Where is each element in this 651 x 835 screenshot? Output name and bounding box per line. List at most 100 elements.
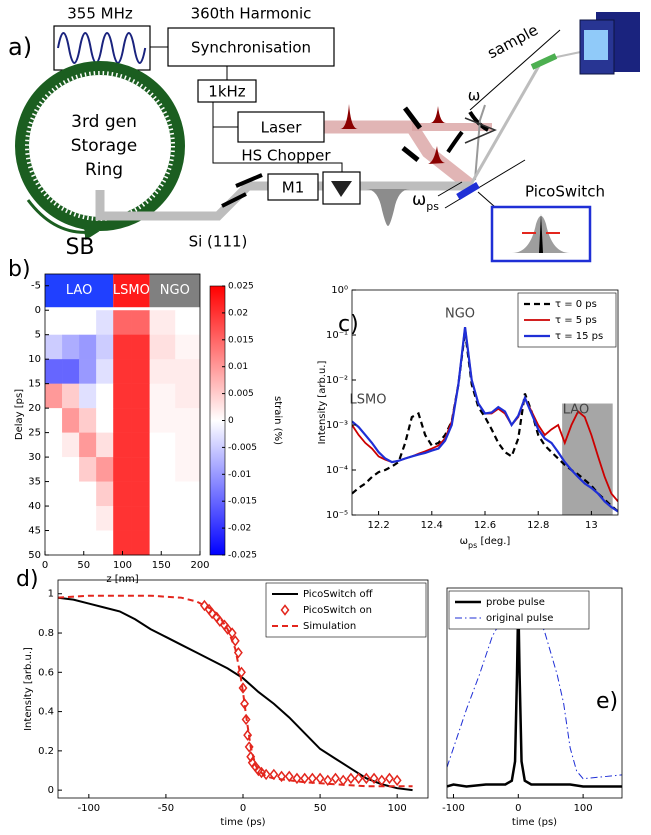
marker — [277, 770, 286, 783]
picoswitch-crystal — [456, 181, 480, 201]
y-tick-label: 30 — [28, 452, 41, 463]
laser-label: Laser — [261, 119, 303, 137]
y-tick-label: 10⁻⁵ — [326, 510, 348, 521]
angle-line — [437, 181, 463, 197]
oscillator-label: 355 MHz — [67, 5, 133, 23]
heatmap-cell — [113, 530, 132, 556]
y-tick-label: 50 — [28, 550, 41, 561]
panel-label: c) — [338, 312, 359, 337]
heatmap-cell — [45, 383, 63, 409]
y-tick-label: -5 — [31, 281, 41, 292]
mirror — [403, 106, 422, 130]
heatmap-cell — [149, 432, 176, 458]
x-tick-label: 50 — [77, 560, 90, 571]
heatmap-cell — [175, 432, 201, 458]
y-tick-label: 15 — [28, 379, 41, 390]
heatmap-cell — [62, 481, 80, 507]
heatmap-cell — [175, 457, 201, 482]
heatmap-cell — [79, 408, 97, 433]
plot-frame — [446, 587, 623, 799]
y-tick-label: 0.4 — [38, 707, 54, 718]
y-tick-label: 10 — [28, 354, 41, 365]
y-tick-label: 10⁻⁴ — [326, 465, 348, 476]
heatmap-cell — [79, 457, 97, 482]
connector — [212, 102, 343, 172]
marker — [385, 772, 394, 785]
heatmap-cell — [113, 408, 132, 433]
marker — [230, 635, 240, 647]
heatmap-cell — [149, 408, 176, 433]
heatmap-cell — [45, 530, 63, 556]
heatmap-cell — [113, 506, 132, 531]
marker — [244, 741, 254, 753]
x-tick-label: 13 — [585, 520, 598, 531]
layer-band — [113, 274, 150, 308]
ring-label: Storage — [71, 136, 138, 156]
heatmap-cell — [79, 359, 97, 384]
heatmap-cell — [149, 334, 176, 360]
probe-line — [474, 104, 486, 181]
heatmap-cell — [45, 481, 63, 507]
crystal-label: Si (111) — [189, 233, 248, 251]
setup-diagram: a) 355 MHz 360th Harmonic Synchronisatio… — [8, 5, 640, 263]
ring-ticks — [25, 71, 175, 221]
heatmap-cell — [79, 310, 97, 336]
marker — [354, 772, 364, 785]
marker — [392, 774, 402, 787]
heatmap-cell — [96, 334, 114, 360]
heatmap-cell — [96, 432, 114, 458]
mirror-label: M1 — [282, 179, 305, 197]
colorbar-tick-label: 0.02 — [228, 308, 248, 318]
heatmap-cell — [79, 383, 97, 409]
series-line — [58, 594, 413, 788]
ring-label: Ring — [85, 160, 123, 180]
marker — [257, 766, 266, 779]
heatmap-cell — [131, 506, 150, 531]
sample-label: sample — [484, 21, 541, 63]
heatmap-cell — [113, 359, 132, 384]
x-tick-label: 100 — [574, 803, 593, 814]
heatmap-cell — [175, 408, 201, 433]
annotation: NGO — [445, 307, 475, 322]
heatmap-cell — [175, 310, 201, 336]
legend-label: PicoSwitch off — [303, 589, 374, 600]
heatmap-cell — [113, 310, 132, 336]
heatmap-cell — [45, 506, 63, 531]
pulse-icon — [428, 146, 445, 164]
rep-rate-box — [197, 79, 257, 103]
y-tick-label: 20 — [28, 403, 41, 414]
mirror — [221, 192, 247, 208]
laser-box — [237, 111, 325, 143]
connector — [477, 191, 496, 208]
heatmap-cell — [96, 383, 114, 409]
series-line — [352, 331, 618, 513]
marker — [261, 768, 271, 781]
angle-line — [444, 159, 526, 209]
annotation: LAO — [563, 403, 589, 418]
legend-label: PicoSwitch on — [303, 605, 372, 616]
heatmap-cell — [62, 359, 80, 384]
sine-wave — [57, 32, 147, 64]
heatmap-cell — [62, 457, 80, 482]
legend-label: Simulation — [303, 621, 356, 632]
heatmap-cell — [131, 530, 150, 556]
x-tick-label: 50 — [314, 803, 327, 814]
heatmap-cell — [96, 506, 114, 531]
sample — [530, 53, 558, 70]
marker — [241, 713, 251, 726]
x-tick-label: 12.4 — [421, 520, 443, 531]
x-tick-label: 0 — [240, 803, 246, 814]
y-axis-label: Intensity [arb.u.] — [317, 361, 328, 445]
colorbar-tick-label: 0.025 — [228, 282, 254, 292]
y-tick-label: 5 — [35, 330, 41, 341]
legend-label: τ = 15 ps — [555, 331, 603, 342]
heatmap-cell — [79, 530, 97, 556]
inset-spike — [539, 214, 543, 253]
x-axis-label: time (ps) — [220, 817, 265, 828]
panel-label: e) — [596, 689, 618, 714]
storage-ring — [15, 61, 185, 231]
heatmap-cell — [175, 383, 201, 409]
series-line — [58, 596, 413, 792]
heatmap-cell — [131, 383, 150, 409]
detector-screen — [584, 30, 608, 60]
